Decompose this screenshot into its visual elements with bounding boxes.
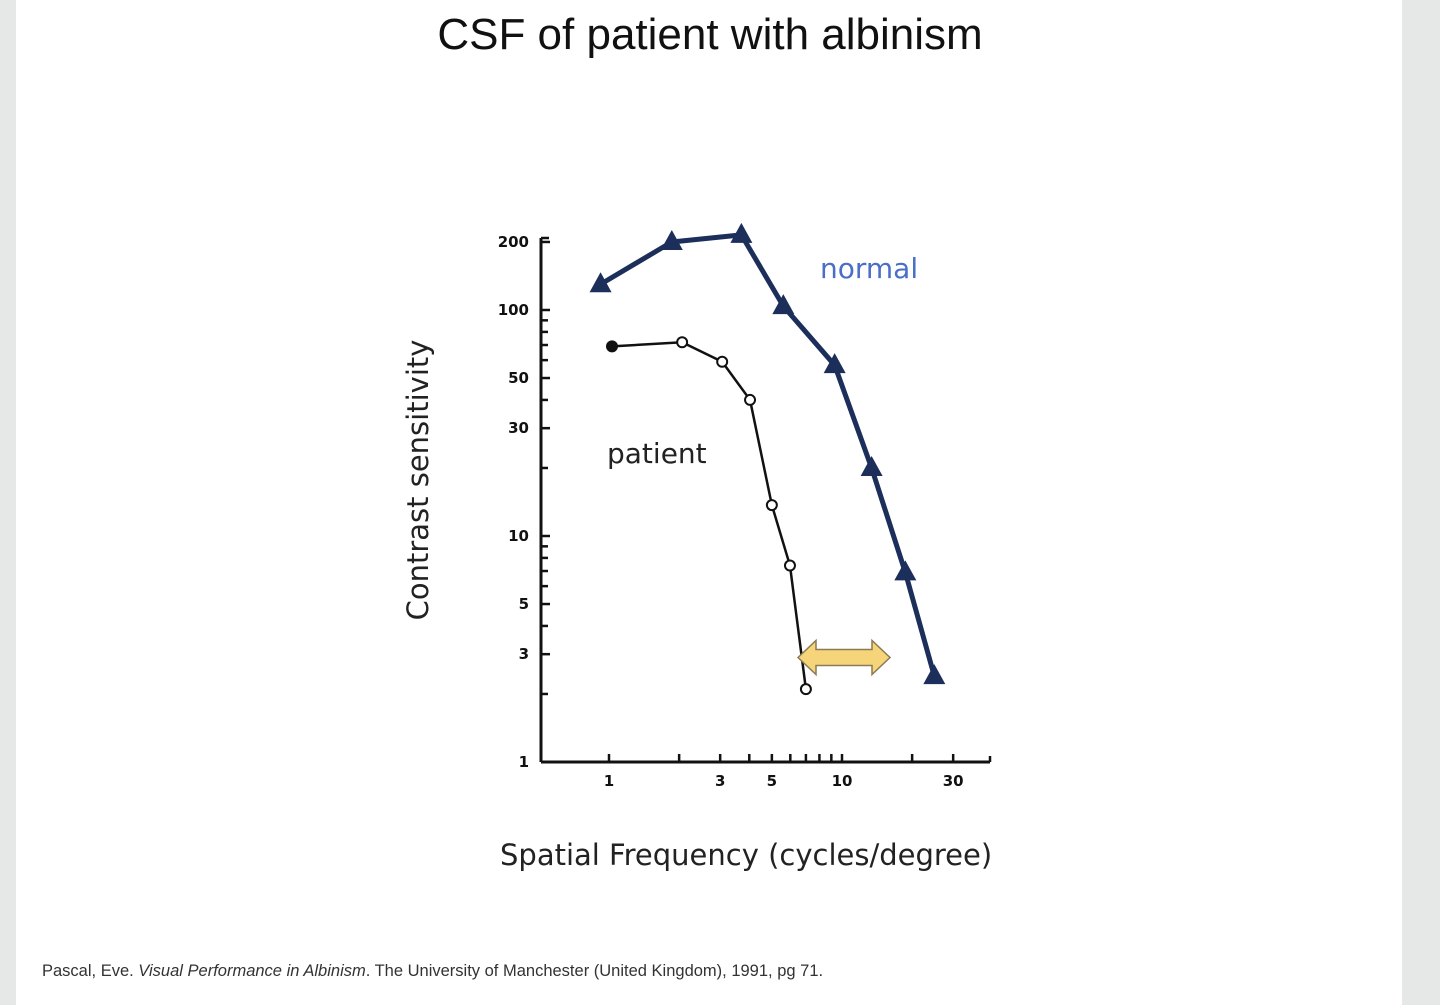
- circle-marker: [716, 355, 729, 368]
- circle-marker: [799, 683, 812, 696]
- y-tick-label: 30: [508, 419, 529, 437]
- triangle-marker: [772, 294, 795, 315]
- circle-marker: [676, 336, 689, 349]
- citation-author: Pascal, Eve.: [42, 962, 139, 980]
- citation-work: Visual Performance in Albinism: [138, 962, 366, 980]
- citation: Pascal, Eve. Visual Performance in Albin…: [42, 962, 823, 981]
- triangle-marker: [923, 664, 946, 685]
- triangle-marker: [589, 272, 612, 293]
- x-tick-label: 30: [943, 772, 964, 790]
- y-tick-label: 50: [508, 369, 529, 387]
- y-tick-label: 100: [498, 301, 529, 319]
- triangle-marker: [730, 222, 753, 243]
- x-tick-label: 3: [715, 772, 725, 790]
- slide-title: CSF of patient with albinism: [437, 10, 983, 59]
- y-tick-label: 1: [519, 753, 529, 771]
- circle-marker: [765, 499, 778, 512]
- circle-marker: [783, 559, 796, 572]
- x-tick-label: 1: [604, 772, 614, 790]
- circle-marker: [605, 340, 618, 353]
- triangle-marker: [660, 229, 683, 250]
- triangle-marker: [894, 560, 917, 581]
- x-tick-label: 10: [832, 772, 853, 790]
- y-tick-label: 200: [498, 233, 529, 251]
- slide-canvas: [16, 0, 1402, 1005]
- triangle-marker: [860, 455, 883, 476]
- patient-series-label: patient: [607, 437, 707, 470]
- patient-series-line: [611, 340, 808, 690]
- x-tick-label: 5: [767, 772, 777, 790]
- double-arrow-icon: [796, 638, 892, 677]
- y-tick-label: 5: [519, 595, 529, 613]
- circle-marker: [744, 393, 757, 406]
- triangle-marker: [823, 353, 846, 374]
- citation-rest: . The University of Manchester (United K…: [365, 962, 824, 980]
- y-tick-label: 10: [508, 527, 529, 545]
- x-axis-label: Spatial Frequency (cycles/degree): [500, 838, 993, 872]
- normal-series-label: normal: [820, 252, 919, 285]
- normal-series-line: [599, 232, 937, 677]
- y-tick-label: 3: [519, 645, 529, 663]
